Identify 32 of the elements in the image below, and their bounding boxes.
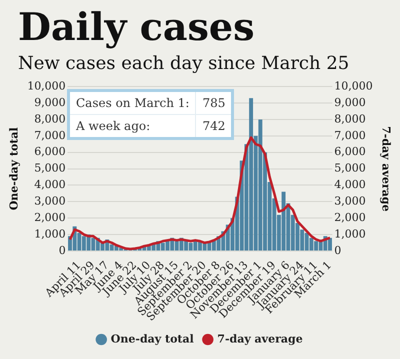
y2-tick-label: 0 bbox=[334, 244, 342, 257]
legend-label: One-day total bbox=[110, 332, 194, 346]
legend-label: 7-day average bbox=[217, 332, 303, 346]
y2-tick-label: 3,000 bbox=[334, 194, 366, 208]
y2-tick-label: 5,000 bbox=[334, 162, 366, 175]
y-tick-label: 1,000 bbox=[34, 227, 66, 240]
y-tick-label: 2,000 bbox=[34, 210, 66, 224]
y-tick-label: 0 bbox=[58, 244, 66, 257]
y2-tick-label: 9,000 bbox=[334, 96, 366, 109]
y-axis-title: One-day total bbox=[7, 127, 20, 210]
annotation: Cases on March 1: bbox=[68, 90, 196, 114]
annotation: 785 bbox=[196, 90, 233, 114]
y-tick-label: 5,000 bbox=[34, 162, 66, 175]
y2-tick-label: 6,000 bbox=[334, 145, 366, 158]
annotation: A week ago: bbox=[68, 114, 196, 138]
chart-title: Daily cases bbox=[18, 4, 254, 49]
y2-tick-label: 10,000 bbox=[334, 79, 373, 92]
y2-tick-label: 4,000 bbox=[334, 178, 366, 192]
y-tick-label: 3,000 bbox=[34, 194, 66, 208]
y-tick-label: 10,000 bbox=[27, 79, 66, 92]
y2-tick-label: 8,000 bbox=[334, 112, 366, 126]
y-tick-label: 9,000 bbox=[34, 96, 66, 109]
y2-tick-label: 2,000 bbox=[334, 210, 366, 224]
y2-tick-label: 1,000 bbox=[334, 227, 366, 240]
y2-axis-title: 7-day average bbox=[380, 126, 393, 212]
y-tick-label: 6,000 bbox=[34, 145, 66, 158]
chart-subtitle: New cases each day since March 25 bbox=[18, 53, 350, 74]
y2-tick-label: 7,000 bbox=[334, 128, 366, 142]
annotation: 742 bbox=[196, 114, 233, 138]
y-tick-label: 8,000 bbox=[34, 112, 66, 126]
y-tick-label: 7,000 bbox=[34, 128, 66, 142]
y-tick-label: 4,000 bbox=[34, 178, 66, 192]
